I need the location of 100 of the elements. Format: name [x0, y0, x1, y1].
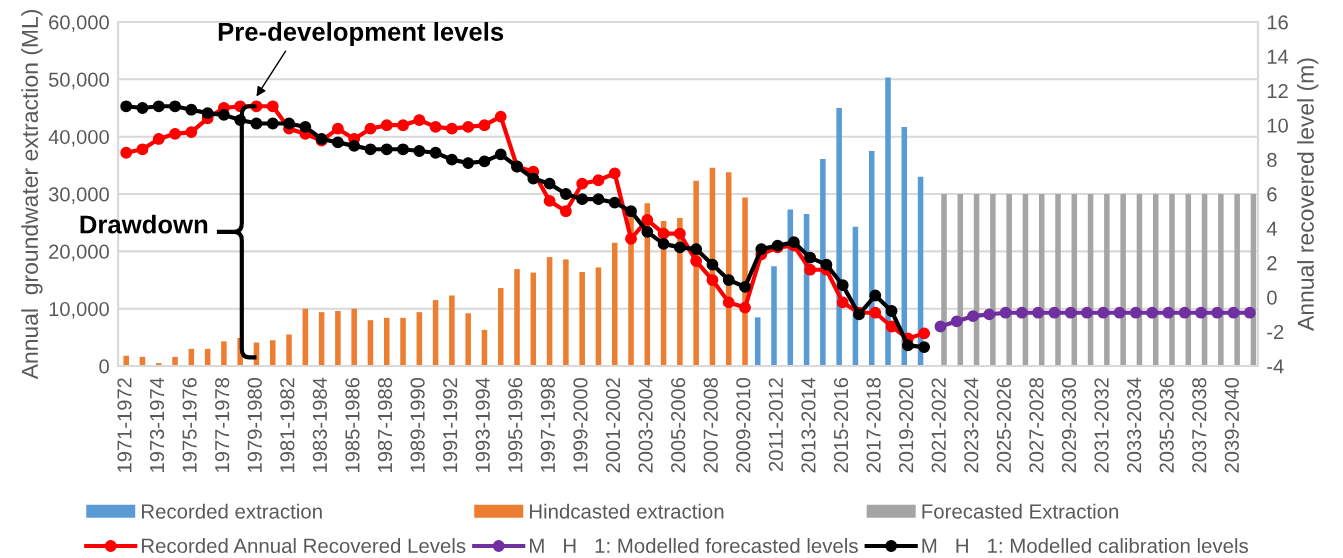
- y2-tick-label: 16: [1267, 15, 1288, 30]
- bar: [123, 355, 129, 367]
- point: [983, 308, 996, 321]
- bar: [1234, 194, 1240, 367]
- x-tick-label: 2019-2020: [899, 377, 914, 473]
- point: [494, 110, 507, 123]
- y2-tick-label: 6: [1267, 187, 1277, 202]
- bar: [269, 340, 276, 367]
- point: [999, 306, 1012, 319]
- point: [283, 117, 295, 130]
- bar: [286, 334, 292, 367]
- legend-label: M H 1: Modelled forecasted levels: [530, 538, 858, 554]
- point: [348, 139, 361, 152]
- bar: [579, 272, 585, 367]
- point: [918, 327, 931, 340]
- bar: [1055, 194, 1061, 367]
- x-tick-label: 2033-2034: [1127, 377, 1142, 473]
- point: [494, 148, 507, 161]
- bar: [465, 313, 471, 367]
- point: [543, 177, 556, 190]
- y2-tick-label: 0: [1267, 290, 1277, 305]
- bar: [546, 257, 553, 367]
- point: [1195, 306, 1207, 319]
- point: [380, 143, 393, 156]
- bar: [595, 267, 602, 367]
- point: [576, 193, 589, 206]
- bar: [514, 269, 520, 367]
- point: [185, 103, 198, 116]
- bar: [563, 259, 569, 367]
- annotation: Drawdown: [80, 214, 208, 234]
- bar: [1218, 194, 1224, 367]
- point: [380, 119, 393, 132]
- point: [836, 296, 849, 309]
- point: [462, 157, 475, 169]
- y-tick-label: 30,000: [48, 187, 109, 204]
- bar: [1006, 194, 1012, 367]
- x-tick-label: 2037-2038: [1192, 378, 1207, 473]
- x-tick-label: 2001-2002: [605, 378, 621, 473]
- point: [625, 205, 637, 218]
- point: [804, 251, 817, 264]
- bar: [1169, 194, 1175, 367]
- x-tick-label: 1989-1990: [410, 377, 425, 472]
- bar: [771, 266, 777, 367]
- x-tick-label: 2007-2008: [703, 378, 718, 473]
- annotation: Pre-development levels: [218, 22, 504, 47]
- x-tick-label: 2015-2016: [833, 378, 849, 473]
- y-tick-label: 40,000: [48, 129, 109, 147]
- y2-tick-label: 4: [1266, 221, 1277, 236]
- x-tick-label: 1987-1988: [377, 378, 393, 472]
- point: [1227, 306, 1240, 319]
- x-tick-label: 1997-1998: [540, 378, 555, 472]
- point: [869, 289, 882, 302]
- x-tick-label: 2021-2022: [931, 378, 946, 473]
- point: [1097, 306, 1110, 319]
- point: [739, 301, 751, 314]
- point: [169, 127, 181, 140]
- point: [901, 339, 914, 352]
- x-tick-label: 2011-2012: [768, 378, 783, 471]
- bar: [449, 295, 455, 367]
- point: [592, 193, 605, 206]
- point: [950, 315, 963, 328]
- y2-tick-label: 14: [1267, 49, 1289, 64]
- point: [169, 100, 181, 113]
- point: [1146, 306, 1159, 319]
- point: [445, 153, 458, 166]
- bar: [820, 159, 826, 367]
- point: [1015, 306, 1028, 319]
- point: [266, 100, 279, 113]
- point: [429, 146, 442, 159]
- point: [673, 227, 686, 240]
- point: [625, 232, 637, 245]
- legend-label: M H 1: Modelled calibration levels: [922, 538, 1248, 554]
- y-axis-title: Annual groundwater extraction (ML): [21, 10, 43, 380]
- point: [478, 119, 491, 132]
- point: [657, 227, 670, 240]
- x-tick-label: 1981-1982: [280, 378, 295, 472]
- bar: [941, 194, 947, 367]
- point: [152, 100, 165, 113]
- point: [1048, 306, 1061, 319]
- point: [543, 194, 556, 207]
- point: [641, 213, 654, 226]
- point: [299, 121, 312, 133]
- legend-label: Forecasted Extraction: [922, 503, 1119, 519]
- point: [885, 305, 898, 317]
- x-tick-label: 1979-1980: [247, 377, 262, 472]
- point: [820, 258, 833, 271]
- point: [331, 136, 344, 149]
- point: [690, 243, 703, 255]
- point: [804, 263, 817, 276]
- y2-tick-label: 8: [1267, 152, 1277, 168]
- bar: [1104, 194, 1110, 367]
- point: [706, 258, 719, 271]
- point: [918, 341, 931, 354]
- point: [1129, 306, 1142, 319]
- point: [266, 117, 279, 130]
- y-tick-label: 20,000: [49, 244, 109, 262]
- x-tick-label: 2009-2010: [736, 377, 751, 473]
- point: [576, 177, 589, 190]
- point: [869, 306, 882, 319]
- point: [364, 143, 377, 156]
